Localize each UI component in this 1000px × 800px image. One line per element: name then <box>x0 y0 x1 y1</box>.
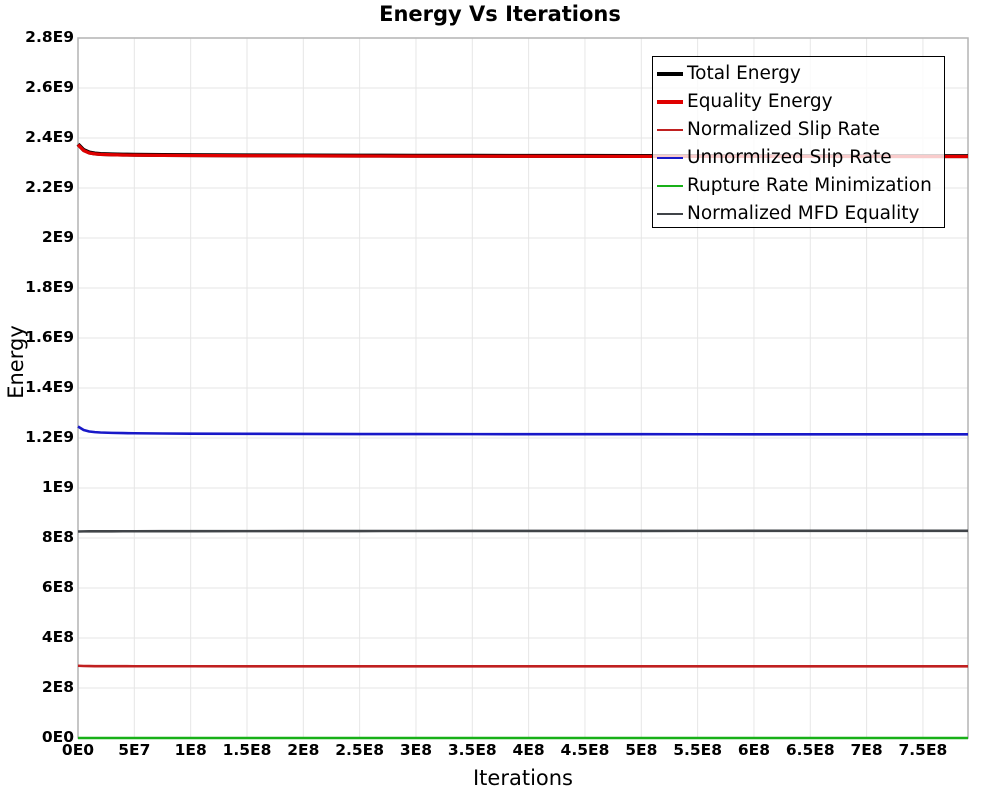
y-tick-label: 1.6E9 <box>25 328 74 346</box>
legend-item[interactable]: Normalized MFD Equality <box>657 200 940 228</box>
series-line-3 <box>77 425 969 436</box>
y-tick-label: 2.4E9 <box>25 128 74 146</box>
y-tick-label: 1.2E9 <box>25 428 74 446</box>
x-tick-label: 4.5E8 <box>560 741 610 759</box>
legend-label: Normalized MFD Equality <box>687 203 920 224</box>
legend-line-swatch <box>657 72 683 76</box>
legend-line-swatch <box>657 100 683 104</box>
y-tick-label: 2E8 <box>41 678 74 696</box>
legend-label: Unnormlized Slip Rate <box>687 147 892 168</box>
y-tick-label: 8E8 <box>41 528 74 546</box>
legend-item[interactable]: Rupture Rate Minimization <box>657 172 940 200</box>
x-tick-label: 5E7 <box>118 741 151 759</box>
y-tick-label: 4E8 <box>41 628 74 646</box>
legend-label: Total Energy <box>687 63 801 84</box>
legend-line-swatch <box>657 212 683 216</box>
x-tick-label: 5E8 <box>625 741 658 759</box>
legend-item[interactable]: Total Energy <box>657 60 940 88</box>
legend-line-swatch <box>657 156 683 160</box>
y-tick-label: 1E9 <box>41 478 74 496</box>
x-tick-label: 6.5E8 <box>785 741 835 759</box>
x-tick-label: 7E8 <box>850 741 883 759</box>
x-axis-title: Iterations <box>472 766 574 790</box>
y-tick-label: 1.8E9 <box>25 278 74 296</box>
legend-label: Equality Energy <box>687 91 833 112</box>
x-tick-label: 7.5E8 <box>898 741 948 759</box>
legend-line-swatch <box>657 184 683 188</box>
series-line-5 <box>77 529 969 533</box>
y-tick-label: 2E9 <box>41 228 74 246</box>
x-tick-label: 1.5E8 <box>222 741 272 759</box>
gridlines <box>77 37 968 739</box>
x-tick-label: 0E0 <box>61 741 95 759</box>
chart-title: Energy Vs Iterations <box>379 2 621 26</box>
x-tick-label: 5.5E8 <box>673 741 723 759</box>
x-tick-label: 2E8 <box>287 741 320 759</box>
legend-item[interactable]: Equality Energy <box>657 88 940 116</box>
x-tick-label: 1E8 <box>174 741 207 759</box>
legend-line-swatch <box>657 128 683 132</box>
x-tick-label: 6E8 <box>737 741 771 759</box>
chart-legend[interactable]: Total Energy Equality Energy Normalized Sl… <box>652 56 945 228</box>
y-tick-label: 2.6E9 <box>25 78 74 96</box>
legend-item[interactable]: Unnormlized Slip Rate <box>657 144 940 172</box>
y-tick-label: 6E8 <box>41 578 74 596</box>
legend-item[interactable]: Normalized Slip Rate <box>657 116 940 144</box>
y-tick-label: 1.4E9 <box>25 378 74 396</box>
x-tick-label: 3.5E8 <box>447 741 497 759</box>
legend-label: Normalized Slip Rate <box>687 119 880 140</box>
data-series-group <box>76 142 969 740</box>
x-tick-label: 3E8 <box>399 741 433 759</box>
legend-label: Rupture Rate Minimization <box>687 175 932 196</box>
x-tick-label: 2.5E8 <box>335 741 385 759</box>
y-tick-label: 0E0 <box>41 728 74 746</box>
y-tick-label: 2.8E9 <box>25 28 74 46</box>
series-line-2 <box>77 664 968 668</box>
x-tick-label: 4E8 <box>512 741 545 759</box>
y-tick-label: 2.2E9 <box>25 178 74 196</box>
